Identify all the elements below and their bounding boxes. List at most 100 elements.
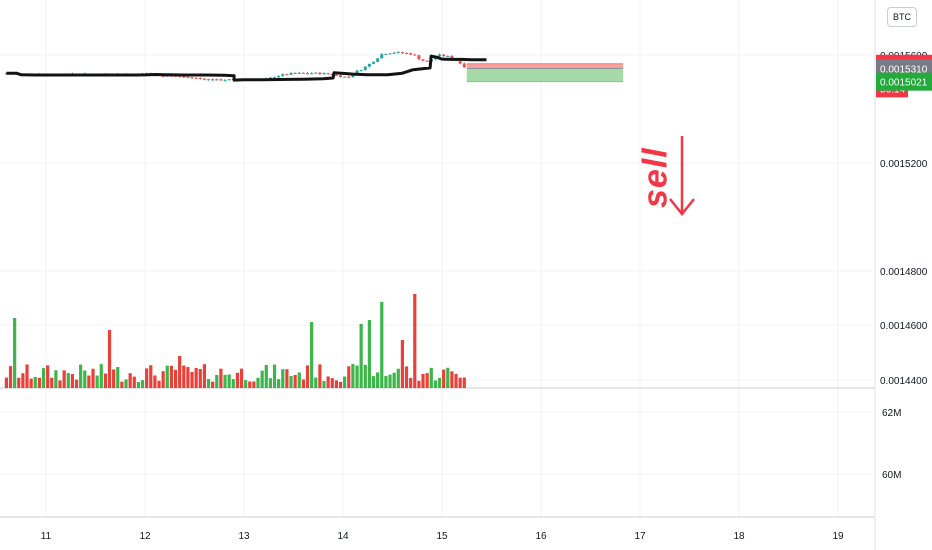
candle-body [198,77,202,79]
candle-body [339,75,343,77]
candle-body [405,52,409,54]
candle-body [273,77,277,79]
price-tick-label: 0.0014600 [880,321,928,332]
symbol-badge[interactable]: BTC [887,7,917,27]
volume-bar [169,365,173,388]
candle-body [182,76,186,78]
volume-bar [198,369,202,388]
price-badge-label: 0.0015021 [880,78,928,89]
volume-bar [120,381,124,388]
volume-bar [318,364,322,388]
trade-zone[interactable] [466,63,624,83]
volume-bar [215,374,219,388]
time-tick-label: 18 [733,531,745,542]
candle-body [202,78,206,80]
volume-bar [413,294,417,388]
candle-body [367,63,371,67]
volume-bar [140,380,145,388]
candle-body [376,58,380,62]
volume-bar [425,373,429,388]
candle-body [355,70,359,74]
volume-bar [334,380,338,388]
volume-bar [454,373,458,388]
volume-bar [252,381,256,388]
volume-bar [301,379,305,388]
volume-bar [8,366,13,388]
volume-bar [99,364,103,388]
price-badge-label: 0.0015310 [880,64,928,75]
time-tick-label: 16 [535,531,547,542]
time-tick-label: 11 [41,531,52,542]
volume-bar [297,372,301,388]
volume-bar [437,377,442,388]
volume-bar [79,364,83,388]
volume-bar [442,369,446,388]
volume-bar [58,380,62,388]
moving-average [6,54,487,82]
volume-bar [4,377,8,388]
volume-bar [409,377,413,388]
volume-bar [347,366,351,388]
volume-bar [305,365,310,388]
candle-body [306,73,310,75]
volume-bar [13,318,17,388]
volume-bar [429,367,433,388]
candle-body [388,53,392,55]
volume-bar [314,377,318,388]
volume-bar [186,367,190,388]
volume-bar [74,379,79,388]
volume-bar [83,370,87,388]
candle-body [413,54,417,56]
candle-body [384,53,388,55]
volume-bar [248,381,252,388]
volume-bar [351,364,355,388]
volume-bar [157,380,161,388]
price-axis: 0.00156000.00152000.00148000.00146000.00… [880,51,928,387]
volume-bar [310,322,314,388]
candle-body [326,73,330,75]
volume-bar [87,375,91,388]
candle-body [400,52,404,54]
volume-bar [182,365,186,388]
volume-bar [293,374,297,388]
volume-bar [107,330,112,388]
volume-bar [355,365,359,388]
volume-tick-label: 62M [882,408,901,419]
volume-bar [50,377,54,388]
candle-body [207,79,211,81]
volume-bar [46,365,50,388]
volume-bar [260,370,264,388]
candle-body [425,60,429,62]
volume-bar [223,374,227,388]
time-tick-label: 14 [337,531,349,542]
volume-bar [446,367,450,388]
time-tick-label: 17 [634,531,646,542]
volume-bar [450,371,454,388]
candle-body [438,54,442,57]
candle-body [227,79,231,81]
candle-body [318,72,322,75]
volume-bar [326,376,330,388]
volume-bar [153,375,157,388]
candle-body [450,55,454,60]
volume-bar [376,372,380,388]
price-tick-label: 0.0014400 [880,376,928,387]
volume-bar [211,381,215,388]
volume-bar [29,378,33,388]
candle-body [359,70,363,72]
volume-bar [25,364,29,388]
time-tick-label: 19 [832,531,844,542]
volume-bar [128,373,132,388]
volume-bar [103,373,107,388]
candle-body [285,74,289,76]
price-badges: 0.00154090.001531056:140.0015021 [876,54,932,98]
volume-bar [322,381,326,388]
volume-bar [194,367,198,388]
candle-body [161,75,165,77]
volume-bar [272,364,277,388]
volume-bar [66,373,70,388]
volume-bar [124,379,128,388]
time-tick-label: 15 [436,531,448,542]
volume-bar [206,378,211,388]
